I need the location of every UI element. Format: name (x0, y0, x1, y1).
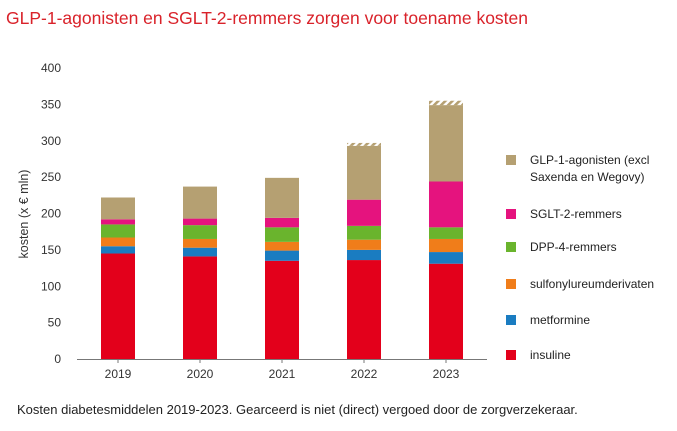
legend-label: SGLT-2-remmers (530, 207, 622, 221)
bars (101, 100, 463, 359)
bar-segment (347, 249, 381, 261)
y-tick-label: 200 (41, 207, 61, 221)
x-tick-label: 2020 (187, 367, 214, 381)
bar-segment (265, 260, 299, 359)
legend-swatch (506, 155, 516, 165)
bar-segment (429, 252, 463, 264)
legend-label: sulfonylureumderivaten (530, 277, 654, 291)
bar-segment (183, 225, 217, 239)
legend: insuline metformine sulfonylureumderivaten… (506, 153, 654, 362)
legend-swatch (506, 315, 516, 325)
bar-segment (347, 225, 381, 240)
y-tick-label: 300 (41, 134, 61, 148)
x-tick-label: 2019 (105, 367, 132, 381)
bar-segment (429, 227, 463, 239)
bar-segment (347, 239, 381, 250)
x-tick-label: 2021 (269, 367, 296, 381)
bar-segment (265, 250, 299, 261)
bar-segment (265, 177, 299, 218)
bar-segment (101, 237, 135, 247)
hatched-segment (429, 100, 463, 106)
chart-caption: Kosten diabetesmiddelen 2019-2023. Gearc… (17, 402, 578, 417)
y-tick-label: 150 (41, 243, 61, 257)
bar-segment (101, 253, 135, 359)
bar-segment (347, 199, 381, 226)
legend-swatch (506, 242, 516, 252)
bar-segment (101, 197, 135, 220)
y-tick-label: 100 (41, 279, 61, 293)
bar-segment (265, 241, 299, 251)
bar-segment (101, 246, 135, 254)
y-tick-label: 50 (48, 316, 62, 330)
bar-segment (183, 238, 217, 248)
bar-segment (265, 227, 299, 242)
y-tick-label: 350 (41, 97, 61, 111)
bar-segment (347, 145, 381, 200)
bar-segment (429, 181, 463, 228)
bar-segment (347, 260, 381, 359)
bar-segment (101, 219, 135, 225)
bar-segment (429, 263, 463, 359)
bar-segment (183, 247, 217, 257)
bar-segment (183, 186, 217, 219)
y-tick-label: 250 (41, 170, 61, 184)
y-tick-label: 0 (54, 352, 61, 366)
x-axis: 2019 2020 2021 2022 2023 (77, 359, 487, 381)
bar-segment (429, 105, 463, 182)
y-axis: 0 50 100 150 200 250 300 350 400 (41, 61, 61, 366)
chart-title: GLP-1-agonisten en SGLT-2-remmers zorgen… (6, 8, 529, 28)
bar-segment (183, 218, 217, 226)
legend-swatch (506, 209, 516, 219)
legend-swatch (506, 350, 516, 360)
y-tick-label: 400 (41, 61, 61, 75)
legend-swatch (506, 279, 516, 289)
bar-segment (101, 224, 135, 238)
hatched-segment (347, 142, 381, 146)
bar-segment (429, 238, 463, 253)
x-tick-label: 2023 (433, 367, 460, 381)
bar-segment (183, 256, 217, 359)
legend-label: GLP-1-agonisten (excl Saxenda en Wegovy) (530, 153, 649, 184)
legend-label: insuline (530, 348, 571, 362)
legend-label: DPP-4-remmers (530, 240, 617, 254)
bar-segment (265, 217, 299, 228)
legend-label: metformine (530, 313, 590, 327)
y-axis-label: kosten (x € mln) (17, 170, 31, 259)
x-tick-label: 2022 (351, 367, 378, 381)
